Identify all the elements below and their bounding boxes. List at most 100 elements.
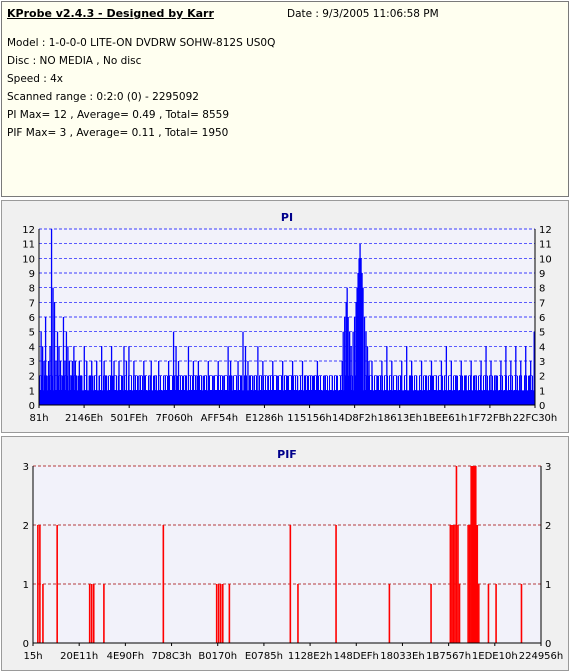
pi-bar: [133, 361, 135, 405]
pi-base-bar: [489, 375, 490, 405]
pi-bar: [195, 375, 197, 405]
pi-base-bar: [414, 375, 415, 405]
pif-ytick-right: 0: [545, 639, 551, 650]
pi-bar: [401, 361, 403, 405]
pi-base-bar: [420, 390, 421, 405]
pi-bar: [533, 331, 535, 405]
pif-bar: [474, 466, 477, 643]
pi-xtick-label: AFF54h: [201, 413, 238, 424]
pi-bar: [167, 361, 170, 405]
pi-base-bar: [464, 375, 465, 405]
pi-base-bar: [192, 375, 193, 405]
pi-base-bar: [482, 390, 483, 405]
pi-ytick-right: 10: [539, 254, 552, 265]
pi-bar: [342, 331, 344, 405]
pi-base-bar: [458, 390, 459, 405]
pi-base-bar: [214, 375, 215, 405]
pi-ytick-left: 0: [29, 401, 35, 412]
pi-base-bar: [256, 375, 257, 405]
pi-bar: [172, 331, 175, 405]
pi-base-bar: [467, 390, 468, 405]
pi-base-bar: [384, 375, 385, 405]
pi-base-bar: [405, 390, 406, 405]
pi-bar: [485, 346, 487, 405]
pi-bar: [282, 361, 284, 405]
pi-bar: [430, 361, 433, 405]
speed-line: Speed : 4x: [7, 73, 64, 85]
pi-base-bar: [379, 390, 380, 405]
pif-bar: [388, 584, 391, 643]
pi-bar: [247, 361, 249, 405]
pi-base-bar: [107, 390, 108, 405]
pi-base-bar: [142, 375, 143, 405]
pi-base-bar: [204, 375, 205, 405]
pi-bar: [296, 375, 299, 405]
pi-ytick-left: 10: [22, 254, 35, 265]
pi-base-bar: [95, 390, 96, 405]
pi-base-bar: [494, 375, 495, 405]
pi-base-bar: [120, 390, 121, 405]
pi-base-bar: [145, 375, 146, 405]
pi-bar: [495, 375, 497, 405]
pi-base-bar: [269, 390, 270, 405]
pi-base-bar: [224, 375, 225, 405]
pif-xtick-label: 1EDE10h: [472, 651, 518, 662]
pif-bar: [467, 525, 469, 643]
pi-base-bar: [280, 390, 281, 405]
pi-base-bar: [380, 375, 381, 405]
pi-base-bar: [413, 390, 414, 405]
pi-base-bar: [184, 390, 185, 405]
pif-xtick-label: 224956h: [519, 651, 564, 662]
pi-base-bar: [309, 390, 310, 405]
pi-base-bar: [310, 375, 311, 405]
pi-bar: [64, 361, 66, 405]
pi-base-bar: [462, 375, 463, 405]
pi-base-bar: [122, 375, 123, 405]
pi-base-bar: [266, 390, 267, 405]
pi-base-bar: [164, 390, 165, 405]
pi-base-bar: [450, 390, 451, 405]
pif-ytick-right: 1: [545, 580, 551, 591]
pi-base-bar: [322, 390, 323, 405]
pi-base-bar: [294, 390, 295, 405]
pi-base-bar: [296, 390, 297, 405]
pif-ytick-left: 3: [23, 462, 29, 473]
pi-ytick-right: 6: [539, 313, 545, 324]
pi-ytick-right: 1: [539, 386, 545, 397]
pi-base-bar: [249, 375, 250, 405]
pi-base-bar: [239, 390, 240, 405]
pi-base-bar: [191, 390, 192, 405]
pi-bar: [349, 331, 351, 405]
pi-base-bar: [418, 390, 419, 405]
pif-bar: [103, 584, 105, 643]
pi-base-bar: [88, 390, 89, 405]
pi-bar: [83, 346, 85, 405]
pi-base-bar: [483, 375, 484, 405]
pi-bar: [158, 361, 160, 405]
pi-base-bar: [502, 375, 503, 405]
pi-base-bar: [259, 375, 260, 405]
pi-base-bar: [335, 390, 336, 405]
pi-base-bar: [281, 375, 282, 405]
pi-bar: [331, 375, 333, 405]
pi-base-bar: [180, 375, 181, 405]
pi-base-bar: [284, 375, 285, 405]
pi-bar: [344, 317, 346, 405]
pi-base-bar: [374, 375, 375, 405]
pi-bar: [62, 317, 65, 405]
pi-base-bar: [320, 375, 321, 405]
pi-bar: [56, 331, 59, 405]
pi-base-bar: [442, 375, 443, 405]
pi-bar: [123, 346, 125, 405]
pi-bar: [86, 361, 88, 405]
pi-base-bar: [186, 375, 187, 405]
pi-bar: [143, 361, 145, 405]
pi-base-bar: [112, 375, 113, 405]
pi-bar: [192, 361, 195, 405]
pi-bar: [363, 317, 366, 405]
pi-base-bar: [109, 390, 110, 405]
pi-bar: [420, 361, 423, 405]
pi-bar: [455, 375, 457, 405]
pi-base-bar: [274, 390, 275, 405]
pif-xtick-label: 20E11h: [60, 651, 98, 662]
